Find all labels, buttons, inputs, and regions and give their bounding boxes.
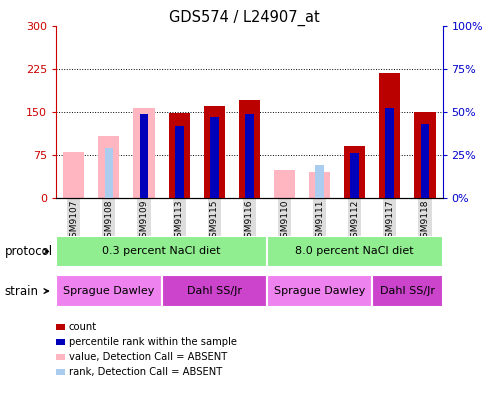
Bar xyxy=(273,170,294,198)
Bar xyxy=(344,146,365,198)
Text: Sprague Dawley: Sprague Dawley xyxy=(63,286,154,296)
Bar xyxy=(371,275,442,307)
Text: strain: strain xyxy=(5,285,39,297)
Text: Dahl SS/Jr: Dahl SS/Jr xyxy=(186,286,241,296)
Bar xyxy=(174,126,183,198)
Bar xyxy=(56,339,64,345)
Bar xyxy=(56,324,64,330)
Bar xyxy=(203,106,224,198)
Text: Dahl SS/Jr: Dahl SS/Jr xyxy=(379,286,434,296)
Text: Sprague Dawley: Sprague Dawley xyxy=(273,286,365,296)
Bar xyxy=(56,275,161,307)
Text: 0.3 percent NaCl diet: 0.3 percent NaCl diet xyxy=(102,246,221,257)
Bar xyxy=(315,165,324,198)
Bar xyxy=(56,354,64,360)
Text: percentile rank within the sample: percentile rank within the sample xyxy=(69,337,237,347)
Text: value, Detection Call = ABSENT: value, Detection Call = ABSENT xyxy=(69,352,227,362)
Bar xyxy=(414,112,435,198)
Bar xyxy=(56,236,266,267)
Bar xyxy=(63,152,84,198)
Bar xyxy=(168,113,189,198)
Bar xyxy=(266,275,371,307)
Bar xyxy=(308,172,329,198)
Text: count: count xyxy=(69,322,97,332)
Text: 8.0 percent NaCl diet: 8.0 percent NaCl diet xyxy=(295,246,413,257)
Bar xyxy=(56,369,64,375)
Bar xyxy=(161,275,266,307)
Bar xyxy=(98,136,119,198)
Bar xyxy=(209,117,218,198)
Bar xyxy=(385,109,393,198)
Bar xyxy=(238,100,260,198)
Bar xyxy=(104,148,113,198)
Bar xyxy=(266,236,442,267)
Bar xyxy=(379,73,400,198)
Bar xyxy=(140,114,148,198)
Bar xyxy=(420,124,428,198)
Text: rank, Detection Call = ABSENT: rank, Detection Call = ABSENT xyxy=(69,367,222,377)
Bar xyxy=(133,108,154,198)
Bar xyxy=(349,153,358,198)
Bar xyxy=(244,114,253,198)
Text: protocol: protocol xyxy=(5,245,53,258)
Text: GDS574 / L24907_at: GDS574 / L24907_at xyxy=(169,10,319,26)
